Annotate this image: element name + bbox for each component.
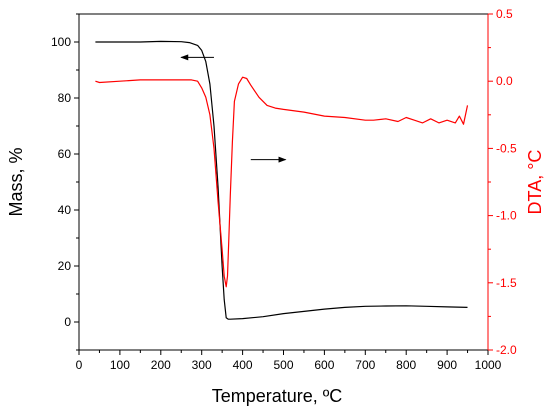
- x-tick-label: 1000: [475, 358, 502, 372]
- x-tick-label: 300: [192, 358, 212, 372]
- x-axis-ticks: 0 100 200 300 400 500 600 700 800 900 1000: [76, 350, 502, 372]
- annotation-arrows: [180, 54, 287, 163]
- x-tick-label: 500: [273, 358, 293, 372]
- x-tick-label: 800: [396, 358, 416, 372]
- right-y-axis-ticks: 0.5 0.0 -0.5 -1.0 -1.5 -2.0: [488, 7, 517, 357]
- left-y-tick-label: 100: [51, 35, 71, 49]
- x-tick-label: 400: [233, 358, 253, 372]
- plot-frame: [78, 13, 489, 351]
- dta-curve: [95, 76, 469, 288]
- right-y-tick-label: 0.0: [496, 74, 513, 88]
- x-tick-label: 200: [151, 358, 171, 372]
- right-y-tick-label: -2.0: [496, 343, 517, 357]
- x-tick-label: 600: [314, 358, 334, 372]
- left-y-tick-label: 40: [58, 203, 72, 217]
- left-y-tick-label: 80: [58, 91, 72, 105]
- left-y-tick-label: 20: [58, 259, 72, 273]
- x-tick-label: 700: [355, 358, 375, 372]
- left-y-axis-ticks: 0 20 40 60 80 100: [51, 13, 79, 351]
- right-y-axis-title: DTA, °C: [525, 150, 545, 215]
- right-y-tick-label: 0.5: [496, 7, 513, 21]
- right-y-tick-label: -0.5: [496, 141, 517, 155]
- x-axis-title: Temperature, ºC: [212, 386, 343, 406]
- right-y-tick-label: -1.0: [496, 209, 517, 223]
- x-tick-label: 100: [110, 358, 130, 372]
- left-y-tick-label: 60: [58, 147, 72, 161]
- series-lines: [95, 40, 469, 320]
- x-tick-label: 0: [76, 358, 83, 372]
- left-y-axis-title: Mass, %: [6, 147, 26, 216]
- right-y-tick-label: -1.5: [496, 276, 517, 290]
- left-y-tick-label: 0: [64, 315, 71, 329]
- x-tick-label: 900: [437, 358, 457, 372]
- mass-curve: [95, 40, 468, 320]
